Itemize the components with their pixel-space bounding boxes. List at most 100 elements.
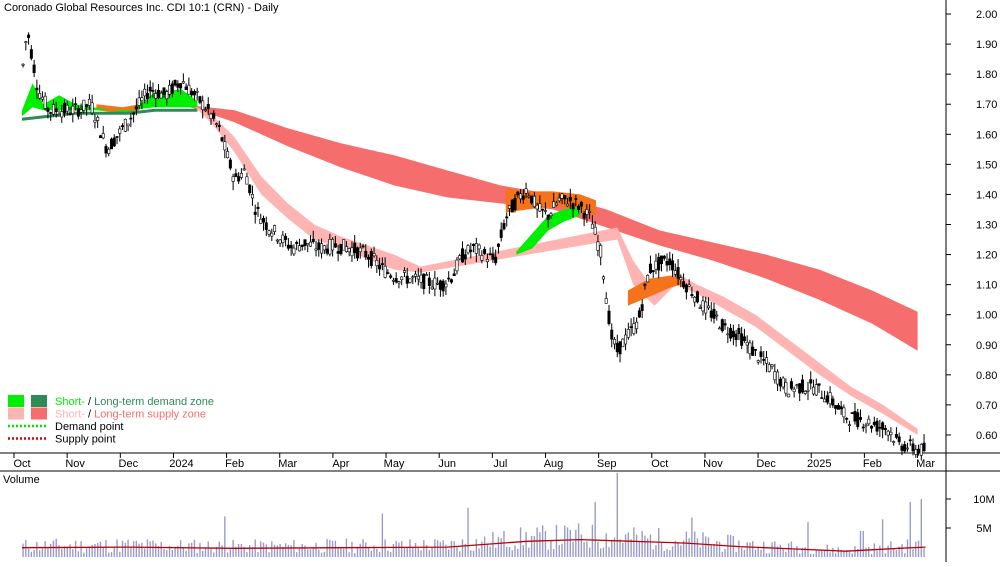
volume-label: Volume — [3, 474, 40, 486]
candle-body — [112, 137, 116, 147]
candle-body — [408, 278, 412, 283]
candle-body — [601, 276, 605, 280]
candle-body — [651, 270, 655, 273]
price-tick-label: 1.60 — [976, 129, 997, 141]
candle-body — [762, 358, 766, 361]
candle-body — [143, 88, 147, 97]
candle-body — [701, 300, 705, 312]
candle-body — [250, 194, 254, 199]
candle-body — [532, 195, 536, 207]
candle-body — [485, 258, 489, 262]
month-label: Feb — [863, 458, 882, 470]
candle-body — [908, 439, 912, 442]
candle-body — [416, 276, 420, 280]
candle-body — [328, 239, 332, 255]
candle-body — [126, 123, 130, 127]
candle-body — [358, 247, 362, 253]
candle-body — [803, 391, 807, 394]
candle-body — [156, 89, 160, 99]
candle-body — [527, 195, 531, 198]
candle-body — [828, 392, 832, 405]
candle-body — [521, 195, 525, 200]
candle-body — [289, 244, 293, 249]
month-label: 2024 — [169, 458, 193, 470]
candle-body — [516, 191, 520, 196]
candle-body — [883, 427, 887, 431]
candle-body — [129, 117, 133, 120]
candle-body — [477, 244, 481, 250]
price-tick-label: 1.00 — [976, 310, 997, 322]
month-label: Sep — [597, 458, 617, 470]
candle-body — [610, 329, 614, 340]
candle-body — [220, 137, 224, 142]
price-tick-label: 1.10 — [976, 280, 997, 292]
candle-body — [798, 383, 802, 394]
candle-body — [38, 93, 42, 99]
candle-body — [858, 417, 862, 420]
candle-body — [63, 103, 67, 114]
candle-body — [499, 229, 503, 238]
month-label: Nov — [65, 458, 85, 470]
candle-body — [781, 377, 785, 388]
candle-body — [140, 97, 144, 102]
candle-body — [568, 197, 572, 202]
month-label: Oct — [651, 458, 668, 470]
candle-body — [770, 364, 774, 367]
candle-body — [872, 421, 876, 425]
candle-body — [444, 283, 448, 288]
price-tick-label: 1.20 — [976, 250, 997, 262]
candle-body — [842, 407, 846, 418]
candle-body — [342, 239, 346, 251]
candle-body — [447, 277, 451, 280]
candle-body — [557, 197, 561, 202]
candle-body — [563, 195, 567, 200]
candle-body — [98, 135, 102, 138]
candle-body — [715, 314, 719, 317]
candle-body — [748, 342, 752, 355]
candle-body — [607, 310, 611, 324]
candle-body — [101, 133, 105, 139]
candle-body — [361, 245, 365, 248]
candle-body — [917, 448, 921, 454]
candle-body — [209, 113, 213, 119]
candle-body — [698, 307, 702, 309]
candle-body — [322, 245, 326, 251]
candle-body — [847, 424, 851, 426]
candle-body — [436, 282, 440, 285]
candle-body — [809, 379, 813, 384]
candle-body — [378, 264, 382, 270]
candle-body — [585, 209, 589, 215]
candle-body — [621, 338, 625, 348]
candle-body — [380, 263, 384, 266]
legend-swatch-short — [8, 407, 24, 420]
candle-body — [496, 243, 500, 247]
candle-body — [510, 199, 514, 213]
candle-body — [513, 197, 517, 211]
candle-body — [704, 301, 708, 314]
candle-body — [726, 333, 730, 336]
legend-long-text: Long-term supply zone — [94, 409, 206, 421]
candle-body — [579, 201, 583, 207]
candle-body — [543, 210, 547, 212]
candle-body — [566, 203, 570, 207]
candle-body — [709, 310, 713, 318]
candle-body — [507, 205, 511, 209]
candle-body — [472, 243, 476, 247]
candle-body — [441, 280, 445, 292]
candle-body — [71, 105, 75, 114]
candle-body — [491, 253, 495, 260]
short-term-demand-zone-jul — [516, 206, 581, 255]
candle-body — [792, 388, 796, 393]
candle-body — [919, 444, 923, 456]
candle-body — [168, 84, 172, 95]
candle-body — [905, 447, 909, 450]
candle-body — [524, 188, 528, 194]
candle-body — [856, 412, 860, 427]
candle-body — [836, 404, 840, 410]
candle-body — [480, 255, 484, 261]
price-tick-label: 1.80 — [976, 69, 997, 81]
candle-body — [662, 255, 666, 259]
candle-body — [110, 138, 114, 150]
